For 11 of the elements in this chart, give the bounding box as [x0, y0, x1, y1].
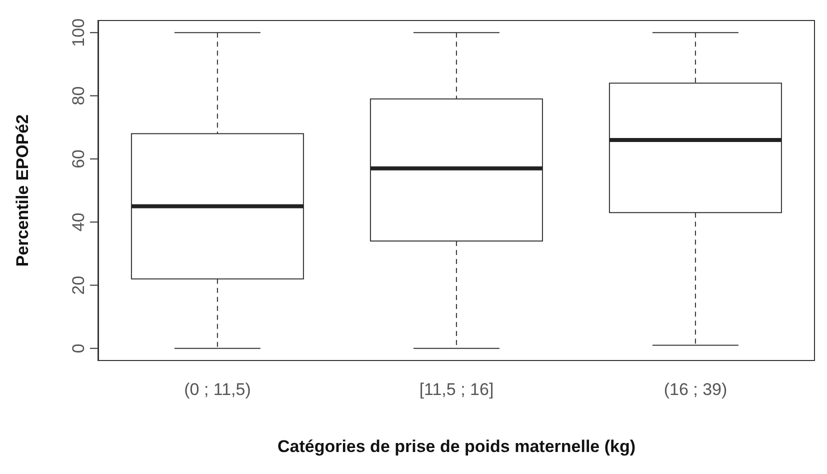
x-axis-title: Catégories de prise de poids maternelle (kg)	[277, 437, 636, 456]
x-tick-label: (0 ; 11,5)	[184, 380, 251, 400]
y-tick-label: 0	[69, 344, 88, 354]
y-axis-title: Percentile EPOPé2	[13, 114, 32, 267]
x-tick-label: (16 ; 39)	[664, 380, 728, 400]
y-tick-label: 40	[69, 212, 88, 232]
y-tick-label: 80	[69, 86, 88, 106]
y-tick-label: 60	[69, 149, 88, 168]
x-tick-label: [11,5 ; 16]	[419, 380, 494, 400]
y-tick-label: 20	[69, 276, 88, 295]
y-tick-label: 100	[69, 18, 88, 47]
